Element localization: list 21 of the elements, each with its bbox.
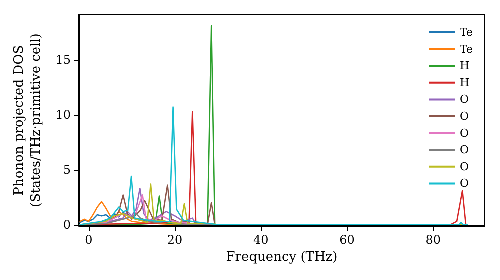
x-axis-title: Frequency (THz) <box>226 250 338 265</box>
legend-label: H <box>460 60 470 73</box>
x-tick-label: 20 <box>167 233 183 247</box>
x-tick-label: 80 <box>426 233 441 247</box>
legend-label: O <box>460 177 470 190</box>
legend-label: O <box>460 110 470 123</box>
x-tick-label: 0 <box>85 233 93 247</box>
y-tick-label: 15 <box>56 53 71 68</box>
legend-label: O <box>460 126 470 140</box>
legend-label: Te <box>460 26 474 39</box>
x-tick-label: 40 <box>253 233 269 247</box>
x-tick-label: 60 <box>340 233 355 247</box>
y-tick-label: 0 <box>63 218 71 232</box>
legend-label: O <box>460 160 470 174</box>
y-tick-label: 10 <box>56 108 71 122</box>
legend-label: H <box>460 76 470 90</box>
y-axis-title: Phonon projected DOS (States/THz·primitive cell) <box>12 33 44 208</box>
legend-label: O <box>460 93 470 106</box>
y-tick-label: 5 <box>63 162 71 177</box>
legend-label: O <box>460 144 470 157</box>
legend-label: Te <box>460 42 474 56</box>
